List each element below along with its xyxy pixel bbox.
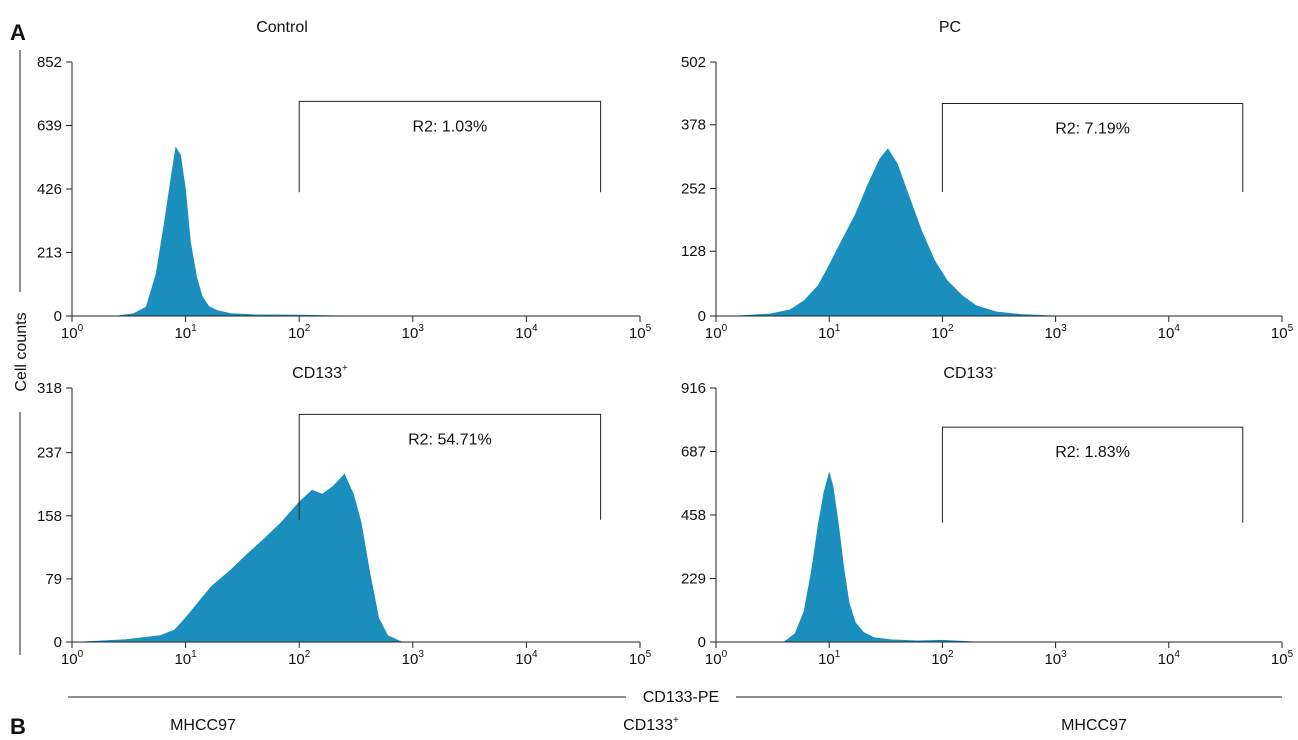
x-tick-label: 105 xyxy=(629,649,652,668)
x-tick-label: 101 xyxy=(818,323,841,342)
panel-letter-b: B xyxy=(10,714,26,735)
x-tick-label: 103 xyxy=(1044,649,1067,668)
y-tick-label: 252 xyxy=(681,180,706,197)
panel-b-header-2: CD133+ xyxy=(623,715,679,734)
x-tick-label: 105 xyxy=(629,323,652,342)
histogram-panel-2: 0 128 252 378 502 100 101 102 103 104 105 R2: 7.19%… xyxy=(681,19,1294,342)
panel-title: CD133- xyxy=(943,363,996,382)
gate-label: R2: 1.83% xyxy=(1055,444,1130,461)
panel-b-header-1: MHCC97 xyxy=(170,717,236,734)
gate-bracket xyxy=(941,426,1244,523)
x-tick-label: 103 xyxy=(402,323,425,342)
panel-b-header-3: MHCC97 xyxy=(1061,717,1127,734)
x-tick-label: 103 xyxy=(1044,323,1067,342)
x-tick-label: 100 xyxy=(705,649,728,668)
y-tick-label: 158 xyxy=(37,508,62,525)
gate-label: R2: 1.03% xyxy=(413,118,488,135)
y-tick-label: 229 xyxy=(681,571,706,588)
gate-label: R2: 7.19% xyxy=(1055,120,1130,137)
panel-letter-a: A xyxy=(10,20,26,45)
gate-bracket xyxy=(941,102,1244,193)
x-tick-label: 100 xyxy=(705,323,728,342)
y-tick-label: 916 xyxy=(681,380,706,397)
panel-title: PC xyxy=(939,19,961,36)
histogram-area xyxy=(735,148,1056,317)
y-tick-label: 237 xyxy=(37,445,62,462)
gate-bracket xyxy=(298,100,602,193)
x-tick-label: 105 xyxy=(1271,649,1294,668)
y-tick-label: 0 xyxy=(54,308,62,325)
x-tick-label: 101 xyxy=(818,649,841,668)
y-tick-label: 639 xyxy=(37,118,62,135)
y-axis-title: Cell counts xyxy=(13,312,30,391)
y-tick-label: 318 xyxy=(37,380,62,397)
histogram-panel-3: 0 79 158 237 318 100 101 102 103 104 105 R2: 54.71%… xyxy=(37,363,652,668)
x-tick-label: 104 xyxy=(1158,323,1181,342)
x-tick-label: 100 xyxy=(61,649,84,668)
gate-label: R2: 54.71% xyxy=(408,431,492,448)
y-tick-label: 502 xyxy=(681,54,706,71)
gate-bracket xyxy=(298,413,602,520)
histogram-area xyxy=(117,146,345,317)
histogram-area xyxy=(783,471,977,643)
x-tick-label: 105 xyxy=(1271,323,1294,342)
histogram-panel-1: 0 213 426 639 852 100 101 102 103 104 105 R2: 1.03%… xyxy=(37,19,652,342)
x-tick-label: 101 xyxy=(174,323,197,342)
y-tick-label: 378 xyxy=(681,117,706,134)
panel-title: Control xyxy=(256,19,308,36)
x-tick-label: 104 xyxy=(515,323,538,342)
y-tick-label: 0 xyxy=(698,634,706,651)
x-tick-label: 100 xyxy=(61,323,84,342)
x-tick-label: 104 xyxy=(1158,649,1181,668)
y-tick-label: 0 xyxy=(54,634,62,651)
histogram-panel-4: 0 229 458 687 916 100 101 102 103 104 105 R2: 1.83%… xyxy=(681,363,1294,668)
y-tick-label: 458 xyxy=(681,507,706,524)
y-tick-label: 79 xyxy=(45,571,62,588)
x-axis-title: CD133-PE xyxy=(643,689,719,706)
x-tick-label: 102 xyxy=(931,323,954,342)
x-tick-label: 101 xyxy=(174,649,197,668)
histogram-area xyxy=(80,473,402,643)
y-tick-label: 426 xyxy=(37,181,62,198)
y-tick-label: 0 xyxy=(698,308,706,325)
y-tick-label: 128 xyxy=(681,243,706,260)
y-tick-label: 852 xyxy=(37,54,62,71)
panel-title: CD133+ xyxy=(292,363,348,382)
x-tick-label: 102 xyxy=(288,649,311,668)
x-tick-label: 102 xyxy=(931,649,954,668)
x-tick-label: 103 xyxy=(402,649,425,668)
y-tick-label: 687 xyxy=(681,444,706,461)
x-tick-label: 104 xyxy=(515,649,538,668)
y-tick-label: 213 xyxy=(37,245,62,262)
x-tick-label: 102 xyxy=(288,323,311,342)
